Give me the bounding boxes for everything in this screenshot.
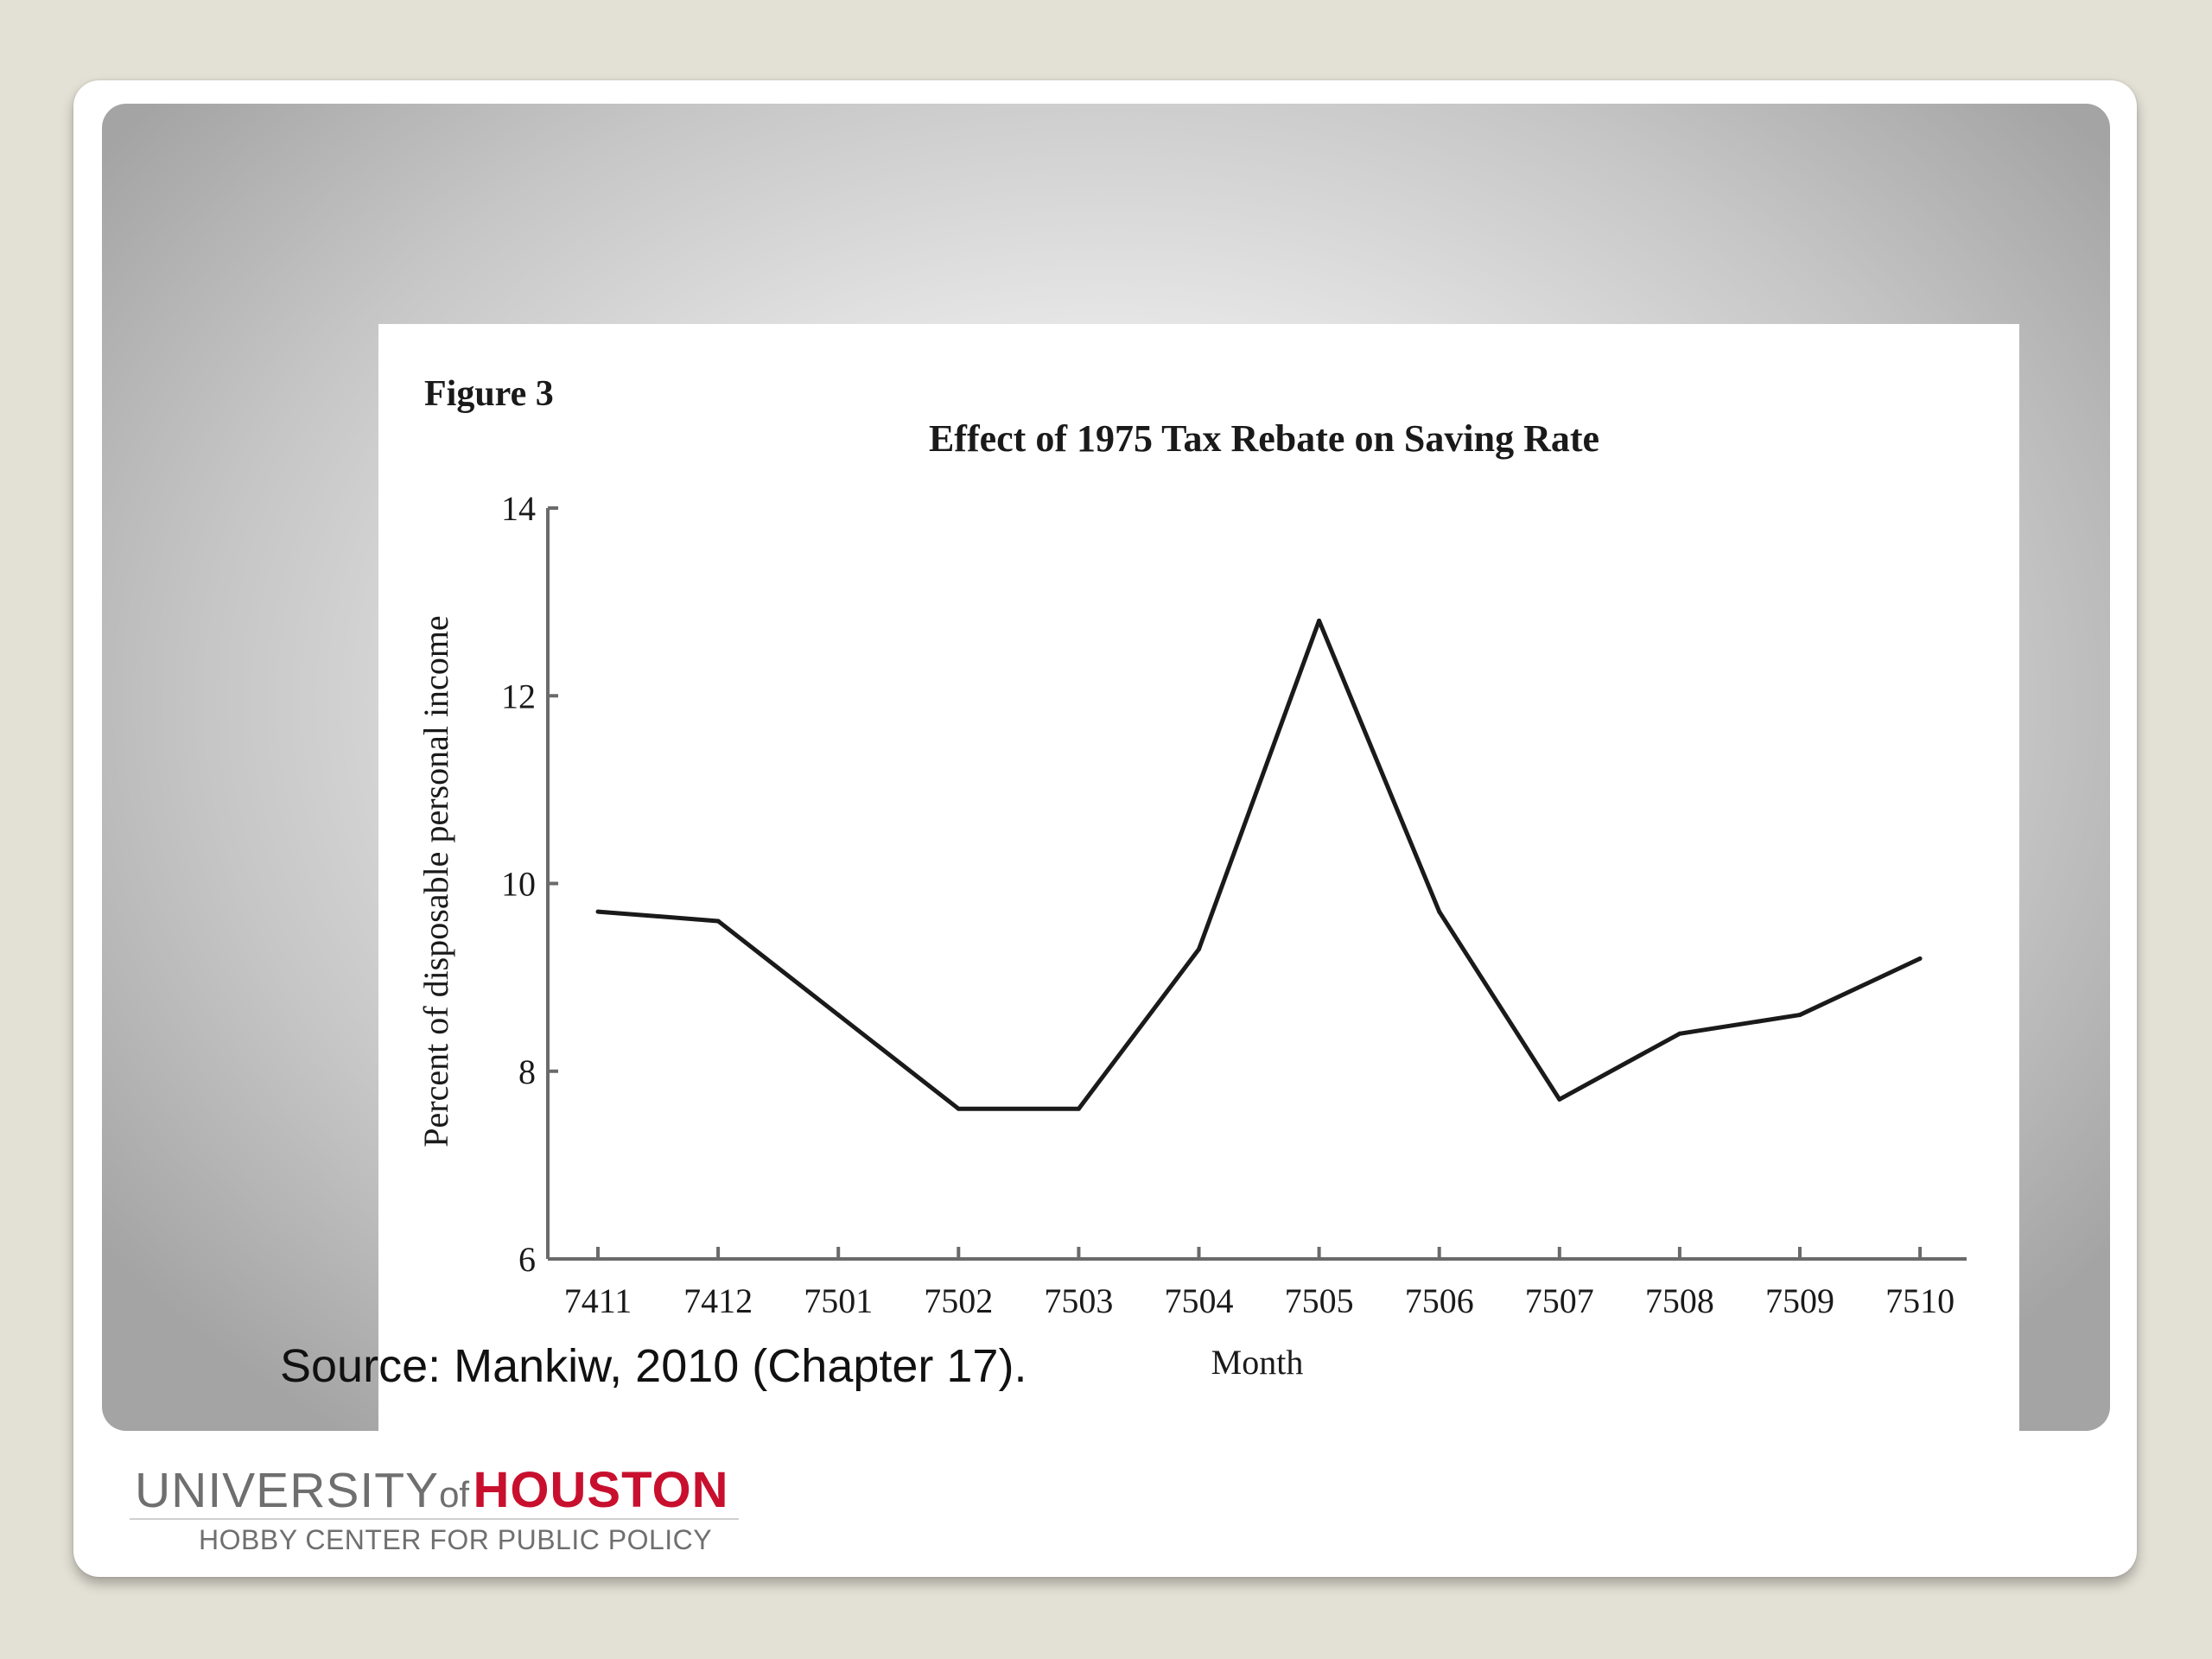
data-point: [595, 909, 601, 914]
axes: [546, 508, 1967, 1261]
y-tick-label: 10: [501, 865, 536, 904]
data-point: [956, 1106, 961, 1111]
figure-box: Figure 3 Effect of 1975 Tax Rebate on Sa…: [378, 324, 2019, 1431]
x-tick-label: 7412: [683, 1281, 753, 1320]
figure-label: Figure 3: [424, 374, 554, 414]
x-tick-label: 7503: [1044, 1281, 1113, 1320]
chart: Figure 3 Effect of 1975 Tax Rebate on Sa…: [416, 374, 1967, 1382]
content-panel: Figure 3 Effect of 1975 Tax Rebate on Sa…: [102, 104, 2110, 1431]
x-tick-label: 7506: [1405, 1281, 1474, 1320]
x-tick-label: 7501: [804, 1281, 873, 1320]
data-point: [1917, 956, 1923, 961]
source-caption: Source: Mankiw, 2010 (Chapter 17).: [280, 1340, 1027, 1392]
data-point: [1797, 1013, 1802, 1018]
data-point: [836, 1013, 841, 1018]
logo-divider: [130, 1518, 739, 1520]
y-tick-label: 12: [501, 677, 536, 715]
x-axis-label: Month: [1211, 1343, 1304, 1382]
x-ticks: 7411 7412 7501 7502 7503 7504 7505 7506 7507 7508…: [564, 1247, 1955, 1320]
logo-wordmark: UNIVERSITYof HOUSTON: [135, 1460, 729, 1534]
y-ticks: 6 8 10 12 14: [501, 489, 558, 1279]
university-logo: UNIVERSITYof HOUSTON HOBBY CENTER FOR PU…: [130, 1460, 743, 1564]
logo-houston: HOUSTON: [473, 1462, 729, 1518]
data-point: [1437, 909, 1442, 914]
y-tick-label: 8: [518, 1052, 536, 1091]
data-point: [1557, 1096, 1562, 1102]
x-tick-label: 7508: [1645, 1281, 1714, 1320]
data-point: [1677, 1031, 1682, 1036]
x-tick-label: 7504: [1165, 1281, 1234, 1320]
data-point: [1076, 1106, 1081, 1111]
logo-of: of: [439, 1474, 470, 1515]
data-point: [1197, 947, 1201, 952]
x-tick-label: 7505: [1285, 1281, 1354, 1320]
series-group: [595, 618, 1923, 1111]
x-tick-label: 7507: [1525, 1281, 1594, 1320]
y-tick-label: 14: [501, 489, 536, 528]
y-tick-label: 6: [518, 1240, 536, 1279]
y-axis-label: Percent of disposable personal income: [416, 615, 455, 1147]
data-point: [715, 918, 721, 924]
x-tick-label: 7509: [1765, 1281, 1834, 1320]
x-tick-label: 7411: [564, 1281, 632, 1320]
logo-university: UNIVERSITY: [135, 1463, 440, 1518]
x-tick-label: 7510: [1885, 1281, 1955, 1320]
chart-title: Effect of 1975 Tax Rebate on Saving Rate: [929, 417, 1599, 460]
series-line: [597, 618, 1922, 1111]
logo-subtitle: HOBBY CENTER FOR PUBLIC POLICY: [199, 1524, 713, 1555]
x-tick-label: 7502: [924, 1281, 993, 1320]
data-point: [1317, 618, 1322, 623]
